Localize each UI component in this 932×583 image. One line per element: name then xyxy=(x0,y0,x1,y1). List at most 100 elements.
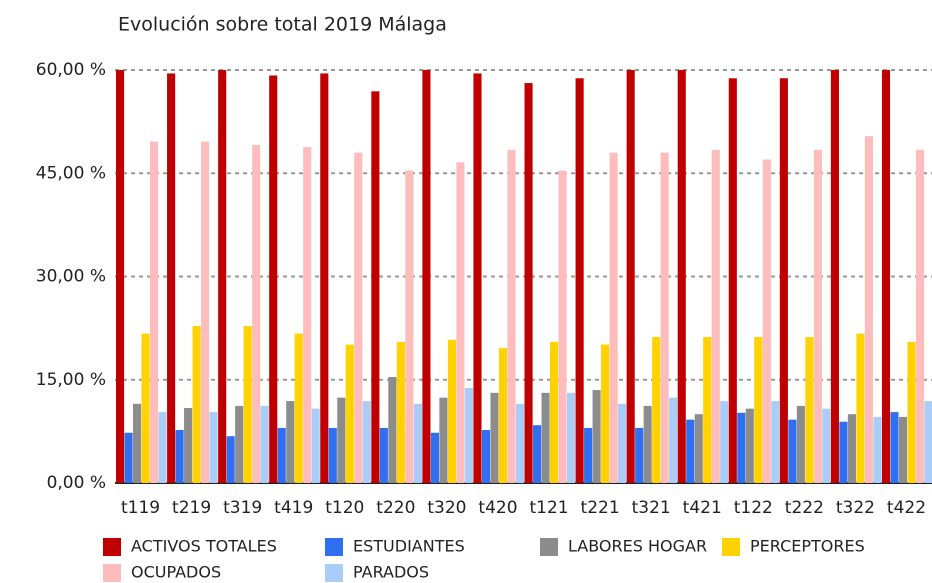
bar xyxy=(626,70,635,483)
bar xyxy=(226,436,235,483)
bar xyxy=(430,432,439,483)
x-tick-label: t122 xyxy=(734,498,773,518)
legend-swatch xyxy=(722,538,740,556)
bar xyxy=(328,427,337,483)
bar xyxy=(771,401,780,483)
x-tick-label: t320 xyxy=(427,498,466,518)
x-tick-label: t319 xyxy=(223,498,262,518)
bar xyxy=(167,73,176,484)
bar xyxy=(550,341,559,483)
bar xyxy=(277,427,286,483)
bar xyxy=(507,149,516,483)
x-tick-label: t119 xyxy=(121,498,160,518)
bar xyxy=(754,337,763,483)
bar xyxy=(498,348,508,483)
bar xyxy=(856,333,865,483)
bar xyxy=(686,419,695,483)
bar xyxy=(592,390,601,483)
bar xyxy=(116,70,125,483)
bar xyxy=(677,70,686,483)
bar xyxy=(515,403,525,483)
bar xyxy=(396,341,405,483)
bar xyxy=(728,78,737,483)
bar xyxy=(337,397,346,483)
legend-label: OCUPADOS xyxy=(131,563,221,582)
bar xyxy=(150,141,159,483)
bar xyxy=(371,91,380,484)
bar xyxy=(141,333,150,483)
legend-swatch xyxy=(540,538,558,556)
bar xyxy=(584,427,593,483)
legend-label: ESTUDIANTES xyxy=(353,537,465,556)
bar xyxy=(805,337,814,483)
bar xyxy=(464,388,473,483)
bar xyxy=(660,152,669,483)
bar xyxy=(703,337,712,483)
bar xyxy=(473,73,482,484)
bar xyxy=(260,405,269,483)
y-tick-label: 15,00 % xyxy=(36,370,106,390)
legend-label: LABORES HOGAR xyxy=(568,537,707,556)
x-tick-label: t222 xyxy=(785,498,824,518)
legend-label: PERCEPTORES xyxy=(750,537,865,556)
bar xyxy=(269,75,278,484)
bar xyxy=(490,392,499,483)
bar xyxy=(133,403,142,483)
bar xyxy=(558,170,567,483)
bar xyxy=(711,149,720,483)
x-tick-label: t419 xyxy=(274,498,313,518)
bar xyxy=(541,392,550,483)
legend-label: ACTIVOS TOTALES xyxy=(131,537,277,556)
bar xyxy=(439,397,448,483)
bar xyxy=(379,427,388,483)
bar xyxy=(533,425,542,483)
bar xyxy=(192,326,201,483)
x-tick-label: t121 xyxy=(529,498,568,518)
bar xyxy=(567,392,576,483)
bar xyxy=(252,145,261,484)
bar xyxy=(158,412,167,483)
bar xyxy=(652,337,661,483)
bar xyxy=(405,170,414,483)
bar xyxy=(694,414,703,483)
bar xyxy=(354,152,363,483)
y-tick-label: 0,00 % xyxy=(47,473,106,493)
bar xyxy=(481,429,491,483)
legend-swatch xyxy=(325,538,343,556)
bar xyxy=(243,326,252,483)
bar xyxy=(847,414,856,483)
bar xyxy=(830,70,839,483)
bar xyxy=(575,78,584,483)
bar xyxy=(184,407,193,483)
bar xyxy=(235,405,244,483)
bar xyxy=(737,412,746,483)
bar xyxy=(720,401,729,483)
y-tick-label: 60,00 % xyxy=(36,60,106,80)
chart-title: Evolución sobre total 2019 Málaga xyxy=(118,14,447,36)
bar xyxy=(873,416,882,483)
bar xyxy=(924,401,932,483)
bar xyxy=(915,149,925,483)
bar xyxy=(881,70,891,483)
bar xyxy=(669,397,678,483)
bar xyxy=(362,401,371,483)
bar xyxy=(413,403,422,483)
x-tick-label: t220 xyxy=(376,498,415,518)
bar xyxy=(201,141,210,483)
bar xyxy=(635,427,644,483)
bar xyxy=(320,73,329,484)
bar xyxy=(839,421,848,483)
x-tick-label: t322 xyxy=(836,498,875,518)
bar xyxy=(822,408,831,483)
y-tick-label: 30,00 % xyxy=(36,267,106,287)
bar xyxy=(175,429,184,483)
bar xyxy=(890,412,899,483)
legend-label: PARADOS xyxy=(353,563,429,582)
bar xyxy=(813,149,822,483)
bar xyxy=(124,432,133,483)
bar xyxy=(779,78,788,483)
x-tick-label: t221 xyxy=(581,498,620,518)
x-tick-label: t219 xyxy=(172,498,211,518)
bar xyxy=(286,401,295,483)
